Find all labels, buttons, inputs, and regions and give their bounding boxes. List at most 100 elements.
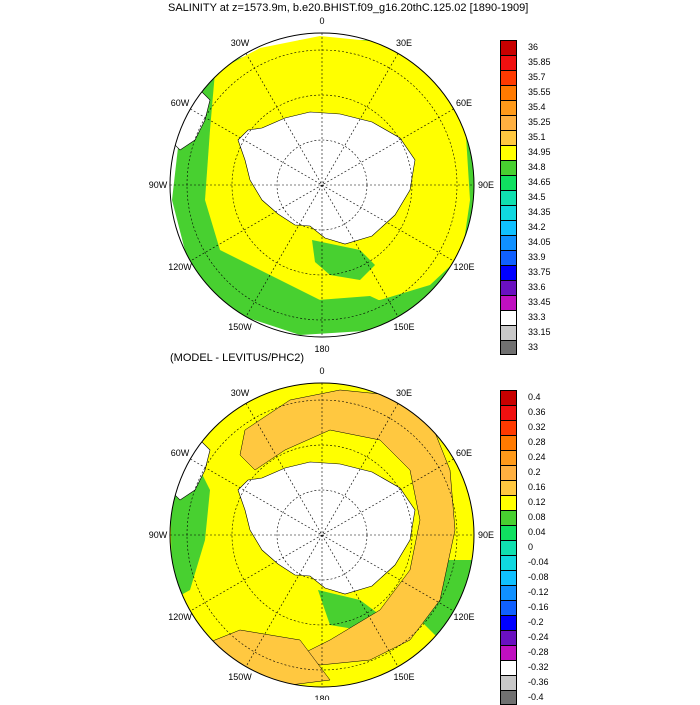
colorbar-label: -0.32 xyxy=(528,662,549,672)
longitude-label: 60E xyxy=(456,98,472,108)
colorbar-label: 35.1 xyxy=(528,132,546,142)
colorbar-label: 0.36 xyxy=(528,407,546,417)
longitude-labels-1: 0 30E 60E 90E 120E 150E 180 150W 120W 90W 60W 30W xyxy=(149,16,494,354)
colorbar-swatch xyxy=(500,235,517,250)
colorbar-swatch xyxy=(500,220,517,235)
colorbar-swatch xyxy=(500,555,517,570)
longitude-label: 90E xyxy=(478,530,494,540)
colorbar-swatch xyxy=(500,175,517,190)
colorbar-swatch xyxy=(500,310,517,325)
colorbar-swatch xyxy=(500,510,517,525)
colorbar-label: -0.12 xyxy=(528,587,549,597)
colorbar-swatch xyxy=(500,570,517,585)
colorbar-swatch xyxy=(500,450,517,465)
colorbar-swatch xyxy=(500,145,517,160)
salinity-map xyxy=(169,32,475,338)
colorbar-label: -0.4 xyxy=(528,692,544,702)
colorbar-label: 0.04 xyxy=(528,527,546,537)
colorbar-swatch xyxy=(500,250,517,265)
colorbar-swatch xyxy=(500,100,517,115)
colorbar-label: 33.45 xyxy=(528,297,551,307)
longitude-label: 150W xyxy=(228,672,252,682)
colorbar-swatch xyxy=(500,630,517,645)
colorbar-swatch xyxy=(500,465,517,480)
colorbar-label: 0.12 xyxy=(528,497,546,507)
colorbar-swatch xyxy=(500,280,517,295)
colorbar-label: 35.7 xyxy=(528,72,546,82)
longitude-label: 30E xyxy=(396,388,412,398)
longitude-label: 60W xyxy=(171,98,190,108)
colorbar-label: -0.36 xyxy=(528,677,549,687)
colorbar-swatch xyxy=(500,525,517,540)
colorbar-swatch xyxy=(500,585,517,600)
colorbar-swatch xyxy=(500,325,517,340)
colorbar-swatch xyxy=(500,495,517,510)
colorbar-label: 34.05 xyxy=(528,237,551,247)
colorbar-swatch xyxy=(500,660,517,675)
colorbar-swatch xyxy=(500,480,517,495)
colorbar-label: 34.35 xyxy=(528,207,551,217)
colorbar-swatch xyxy=(500,160,517,175)
longitude-label: 0 xyxy=(319,366,324,376)
colorbar-label: 0.2 xyxy=(528,467,541,477)
map-border-2 xyxy=(169,382,475,688)
colorbar-label: 33.15 xyxy=(528,327,551,337)
colorbar-label: 35.25 xyxy=(528,117,551,127)
longitude-label: 180 xyxy=(314,694,329,700)
colorbar-swatch xyxy=(500,265,517,280)
colorbar-swatch xyxy=(500,115,517,130)
longitude-label: 180 xyxy=(314,344,329,354)
antarctica-landmass xyxy=(237,111,416,245)
longitude-label: 120E xyxy=(453,612,474,622)
colorbar-swatch xyxy=(500,420,517,435)
longitude-label: 120E xyxy=(453,262,474,272)
longitude-label: 150W xyxy=(228,322,252,332)
colorbar-label: -0.08 xyxy=(528,572,549,582)
colorbar-swatch xyxy=(500,390,517,405)
colorbar-label: -0.16 xyxy=(528,602,549,612)
colorbar-label: 0.28 xyxy=(528,437,546,447)
colorbar-label: 33 xyxy=(528,342,539,352)
colorbar-label: 0 xyxy=(528,542,534,552)
colorbar-swatch xyxy=(500,675,517,690)
colorbar-label: 0.16 xyxy=(528,482,546,492)
longitude-label: 90W xyxy=(149,530,168,540)
ocean-green-patch-2 xyxy=(318,296,400,330)
colorbar-label: -0.28 xyxy=(528,647,549,657)
colorbar-label: -0.2 xyxy=(528,617,544,627)
colorbar-swatch xyxy=(500,690,517,705)
colorbar-swatch xyxy=(500,205,517,220)
longitude-label: 120W xyxy=(168,612,192,622)
colorbar-label: 36 xyxy=(528,42,539,52)
colorbar-swatch xyxy=(500,295,517,310)
colorbar-swatch xyxy=(500,615,517,630)
longitude-label: 0 xyxy=(319,16,324,26)
panel1-title: SALINITY at z=1573.9m, b.e20.BHIST.f09_g… xyxy=(168,2,529,14)
panel2-title: (MODEL - LEVITUS/PHC2) xyxy=(170,352,305,364)
colorbar-label: 35.4 xyxy=(528,102,546,112)
colorbar-swatch xyxy=(500,405,517,420)
colorbar-label: 34.2 xyxy=(528,222,546,232)
longitude-label: 120W xyxy=(168,262,192,272)
colorbar-label: 0.08 xyxy=(528,512,546,522)
colorbar-label: 34.95 xyxy=(528,147,551,157)
colorbar-label: 0.24 xyxy=(528,452,546,462)
colorbar-swatch xyxy=(500,85,517,100)
ocean-green-patch xyxy=(312,240,375,280)
colorbar-label: 33.75 xyxy=(528,267,551,277)
colorbar-label: 33.6 xyxy=(528,282,546,292)
map-border xyxy=(169,32,475,338)
colorbar-swatch xyxy=(500,70,517,85)
longitude-label: 30E xyxy=(396,38,412,48)
longitude-label: 90E xyxy=(478,180,494,190)
colorbar-swatch xyxy=(500,540,517,555)
colorbar-label: 34.8 xyxy=(528,162,546,172)
colorbar-label: -0.04 xyxy=(528,557,549,567)
colorbar-label: -0.24 xyxy=(528,632,549,642)
longitude-label: 30W xyxy=(231,388,250,398)
colorbar-swatch xyxy=(500,190,517,205)
colorbar-swatch xyxy=(500,340,517,355)
colorbar-swatch xyxy=(500,55,517,70)
colorbar-label: 34.65 xyxy=(528,177,551,187)
